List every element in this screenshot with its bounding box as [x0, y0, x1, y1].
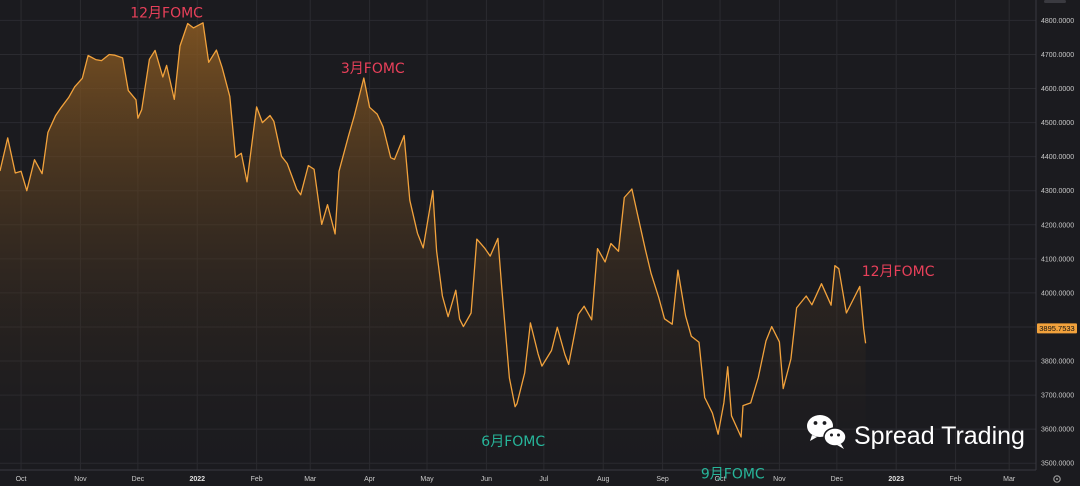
annotations: 12月FOMC 3月FOMC 6月FOMC 9月FOMC 12月FOMC: [130, 6, 934, 483]
x-tick-label: Feb: [251, 476, 263, 483]
y-tick-label: 4400.0000: [1041, 154, 1074, 161]
y-tick-label: 4000.0000: [1041, 290, 1074, 297]
annotation-label: 12月FOMC: [130, 6, 203, 22]
series-line: [0, 22, 867, 438]
x-tick-label: Nov: [74, 476, 87, 483]
x-tick-label: 2022: [189, 476, 205, 483]
y-tick-label: 3700.0000: [1041, 393, 1074, 400]
x-tick-label: Nov: [773, 476, 786, 483]
y-tick-label: 4100.0000: [1041, 256, 1074, 263]
y-tick-label: 4600.0000: [1041, 86, 1074, 93]
x-tick-label: Dec: [132, 476, 145, 483]
gear-icon[interactable]: [1053, 475, 1061, 483]
y-tick-label: 3500.0000: [1041, 461, 1074, 468]
x-tick-label: Apr: [364, 476, 376, 483]
scroll-handle[interactable]: [1044, 0, 1066, 3]
x-tick-label: Dec: [831, 476, 844, 483]
series-area: [0, 22, 866, 471]
x-tick-label: Aug: [597, 476, 610, 483]
y-tick-label: 4200.0000: [1041, 222, 1074, 229]
x-tick-label: Jul: [539, 476, 548, 483]
last-price-badge: 3895.7533: [1037, 323, 1077, 334]
annotation-label: 3月FOMC: [341, 61, 405, 77]
y-tick-label: 4500.0000: [1041, 120, 1074, 127]
last-price-label: 3895.7533: [1039, 324, 1074, 333]
annotation-label: 12月FOMC: [862, 264, 935, 280]
watermark: Spread Trading: [807, 415, 1025, 450]
y-tick-label: 4700.0000: [1041, 52, 1074, 59]
x-tick-label: Oct: [715, 476, 726, 483]
x-tick-label: Mar: [304, 476, 317, 483]
watermark-text: Spread Trading: [854, 422, 1025, 450]
x-tick-label: Feb: [950, 476, 962, 483]
x-tick-label: Oct: [16, 476, 27, 483]
x-tick-label: May: [420, 476, 434, 483]
wechat-icon: [807, 415, 847, 449]
y-tick-label: 4300.0000: [1041, 188, 1074, 195]
x-axis[interactable]: Oct Nov Dec 2022 Feb Mar Apr May Jun Jul Aug Sep Oct…: [16, 476, 1016, 483]
x-tick-label: Mar: [1003, 476, 1016, 483]
y-tick-label: 3600.0000: [1041, 427, 1074, 434]
annotation-label: 6月FOMC: [481, 434, 545, 450]
annotation-label: 9月FOMC: [701, 467, 765, 483]
y-tick-label: 4800.0000: [1041, 18, 1074, 25]
y-tick-label: 3800.0000: [1041, 359, 1074, 366]
x-tick-label: Jun: [481, 476, 492, 483]
x-tick-label: 2023: [888, 476, 904, 483]
x-tick-label: Sep: [656, 476, 669, 483]
